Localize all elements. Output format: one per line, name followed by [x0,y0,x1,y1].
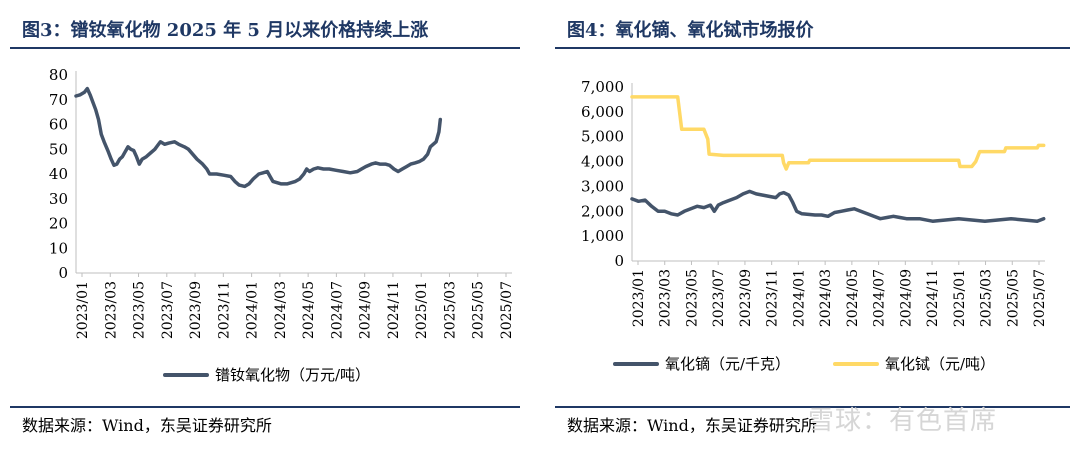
price-chart-right: 0 1,000 2,000 3,000 4,000 5,000 6,000 7,000 2023… [581,78,1048,373]
watermark: 雪球：有色首席 [808,406,998,436]
x-tick-label: 2024/11 [925,269,941,327]
x-tick-label: 2023/09 [188,281,204,339]
x-tick-label: 2023/07 [160,281,176,339]
title-rule [555,47,1070,49]
legend-label: 氧化镝（元/千克） [665,355,790,373]
y-tick-label: 40 [49,165,68,183]
source-rule [555,406,1070,408]
price-chart-left: 0 10 20 30 40 50 60 70 80 2023/01 2023/03 2023/05 20… [49,66,515,384]
y-tick-label: 70 [49,91,68,109]
x-tick-label: 2023/03 [658,269,674,327]
x-tick-label: 2023/01 [631,269,647,327]
y-tick-label: 0 [614,252,624,270]
x-tick-label: 2023/05 [684,269,700,327]
x-tick-label: 2023/11 [216,281,232,339]
chart-title: 图3：镨钕氧化物 2025 年 5 月以来价格持续上涨 [22,20,429,41]
x-tick-label: 2023/09 [738,269,754,327]
x-tick-label: 2023/11 [765,269,781,327]
x-tick-label: 2024/05 [301,281,317,339]
x-tick-label: 2024/01 [791,269,807,327]
data-source: 数据来源：Wind，东吴证券研究所 [567,416,817,435]
y-tick-label: 3,000 [581,177,624,195]
series-line [630,95,1046,171]
y-tick-label: 1,000 [581,227,624,245]
legend-label: 镨钕氧化物（万元/吨） [215,366,370,384]
y-tick-label: 30 [49,190,68,208]
x-tick-label: 2023/01 [75,281,91,339]
x-tick-label: 2025/07 [499,281,515,339]
x-tick-label: 2023/03 [103,281,119,339]
y-tick-label: 50 [49,140,68,158]
x-tick-label: 2024/03 [818,269,834,327]
y-tick-label: 2,000 [581,202,624,220]
x-tick-label: 2024/07 [329,281,345,339]
x-tick-label: 2025/01 [414,281,430,339]
y-tick-label: 60 [49,116,68,134]
series-line [630,189,1046,223]
y-tick-label: 6,000 [581,103,624,121]
x-tick-label: 2025/05 [471,281,487,339]
x-tick-label: 2025/07 [1032,269,1048,327]
x-tick-label: 2024/01 [245,281,261,339]
x-tick-label: 2025/03 [979,269,995,327]
chart-panel-right: 图4：氧化镝、氧化铽市场报价 0 1,000 2,000 3,000 4,000 5,00… [555,0,1080,451]
x-tick-label: 2023/05 [132,281,148,339]
title-rule [10,47,520,49]
x-tick-label: 2024/03 [273,281,289,339]
x-tick-label: 2025/01 [952,269,968,327]
chart-title: 图4：氧化镝、氧化铽市场报价 [567,20,814,41]
y-tick-label: 10 [49,239,68,257]
x-tick-label: 2024/09 [358,281,374,339]
x-tick-label: 2023/07 [711,269,727,327]
y-tick-label: 7,000 [581,78,624,96]
x-tick-label: 2024/11 [386,281,402,339]
y-tick-label: 80 [49,66,68,84]
x-tick-label: 2024/09 [898,269,914,327]
x-tick-label: 2024/07 [872,269,888,327]
y-tick-label: 5,000 [581,128,624,146]
y-tick-label: 4,000 [581,153,624,171]
y-tick-label: 0 [58,264,68,282]
series-line [74,86,443,189]
legend-label: 氧化铽（元/吨） [885,355,995,373]
y-tick-label: 20 [49,215,68,233]
x-tick-label: 2025/05 [1005,269,1021,327]
x-tick-label: 2024/05 [845,269,861,327]
chart-panel-left: 图3：镨钕氧化物 2025 年 5 月以来价格持续上涨 0 10 20 30 40 50 6… [0,0,520,451]
x-tick-label: 2025/03 [442,281,458,339]
source-rule [10,406,520,408]
data-source: 数据来源：Wind，东吴证券研究所 [22,416,272,435]
